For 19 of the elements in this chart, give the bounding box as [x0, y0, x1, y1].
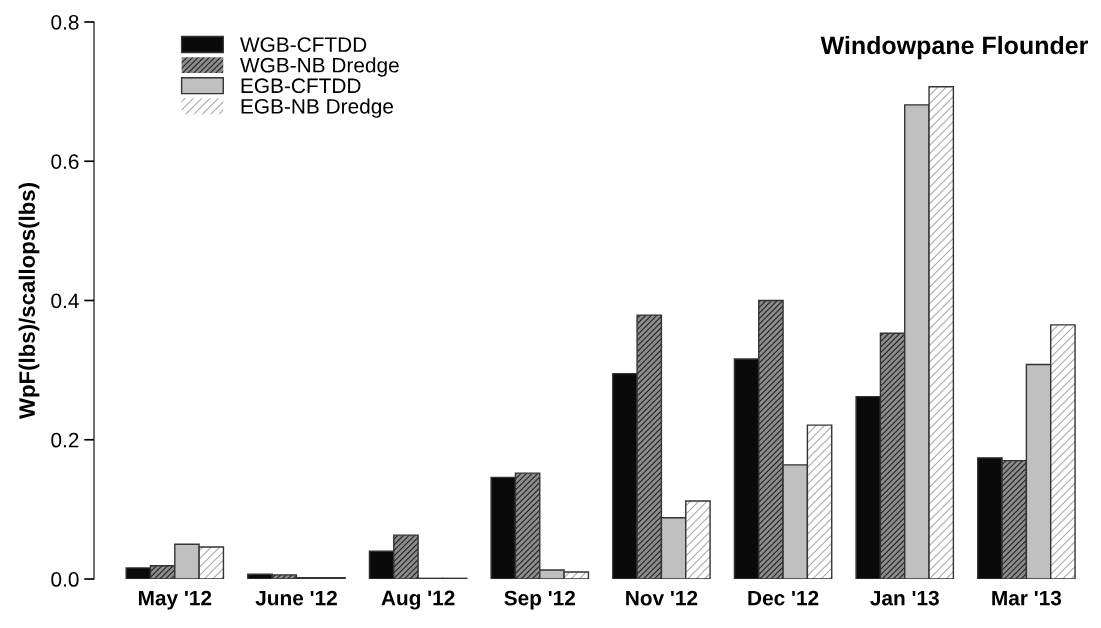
y-axis-title: WpF(lbs)/scallops(lbs): [18, 183, 40, 419]
y-tick-label: 0.4: [51, 293, 79, 309]
y-tick-label: 0.0: [51, 572, 79, 587]
legend-label: EGB-CFTDD: [241, 78, 361, 94]
x-tick-label: Sep '12: [504, 590, 575, 610]
legend-label: EGB-NB Dredge: [241, 98, 393, 118]
text: Windowpane Flounder: [820, 35, 1089, 60]
y-tick-label: 0.8: [51, 14, 79, 30]
x-tick-label: May '12: [138, 590, 212, 610]
x-tick-label: Aug '12: [381, 590, 455, 610]
legend-label: WGB-NB Dredge: [240, 57, 399, 77]
y-tick-label: 0.2: [51, 432, 79, 448]
legend-label: WGB-CFTDD: [240, 37, 367, 52]
x-tick-label: June '12: [255, 590, 337, 606]
x-tick-label: Mar '13: [992, 590, 1062, 606]
x-tick-label: Dec '12: [748, 590, 819, 606]
x-tick-label: Jan '13: [870, 590, 939, 606]
y-tick-label: 0.6: [51, 154, 79, 169]
x-tick-label: Nov '12: [626, 590, 698, 606]
